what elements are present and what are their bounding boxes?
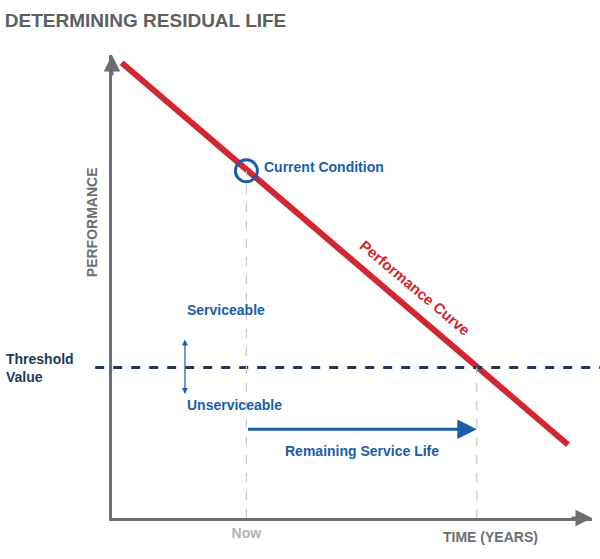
svg-text:Current Condition: Current Condition	[264, 159, 384, 175]
svg-text:TIME (YEARS): TIME (YEARS)	[443, 529, 538, 545]
svg-text:ThresholdValue: ThresholdValue	[6, 351, 74, 385]
svg-text:Remaining Service Life: Remaining Service Life	[285, 443, 439, 459]
svg-text:Performance Curve: Performance Curve	[357, 237, 474, 339]
svg-text:Serviceable: Serviceable	[187, 302, 265, 318]
svg-text:PERFORMANCE: PERFORMANCE	[84, 168, 100, 278]
svg-text:Unserviceable: Unserviceable	[187, 397, 282, 413]
svg-text:DETERMINING RESIDUAL LIFE: DETERMINING RESIDUAL LIFE	[5, 10, 287, 31]
svg-text:Now: Now	[232, 525, 262, 541]
